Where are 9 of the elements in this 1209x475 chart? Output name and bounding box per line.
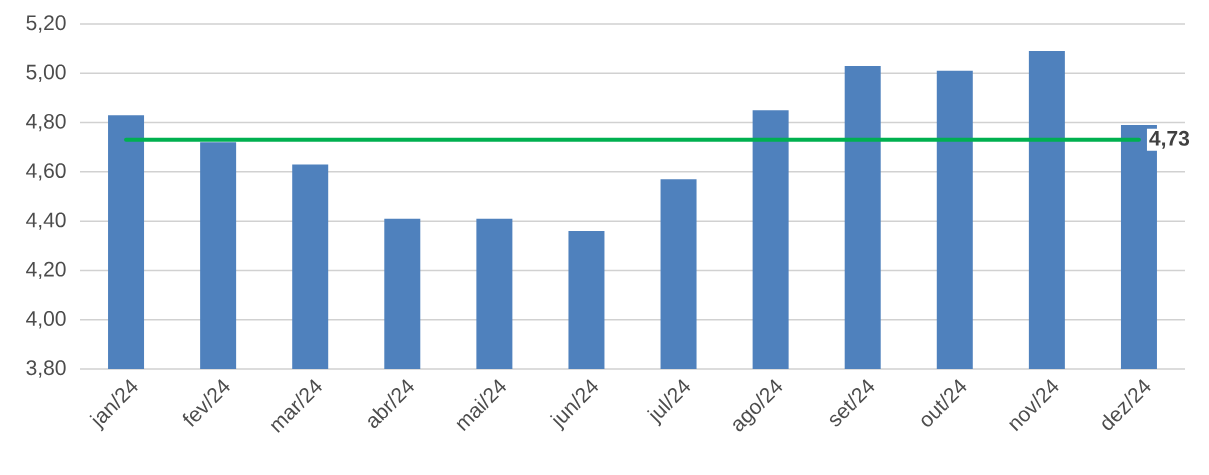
y-tick-label: 3,80 [26,360,66,378]
y-tick-label: 5,00 [26,64,66,82]
y-tick-label: 4,40 [26,212,66,230]
y-tick-label: 4,00 [26,311,66,329]
y-tick-label: 4,60 [26,163,66,181]
ref-line-label: 4,73 [1149,130,1190,149]
y-tick-label: 4,20 [26,261,66,280]
y-tick-label: 5,20 [26,15,66,33]
y-tick-label: 4,80 [26,113,66,132]
